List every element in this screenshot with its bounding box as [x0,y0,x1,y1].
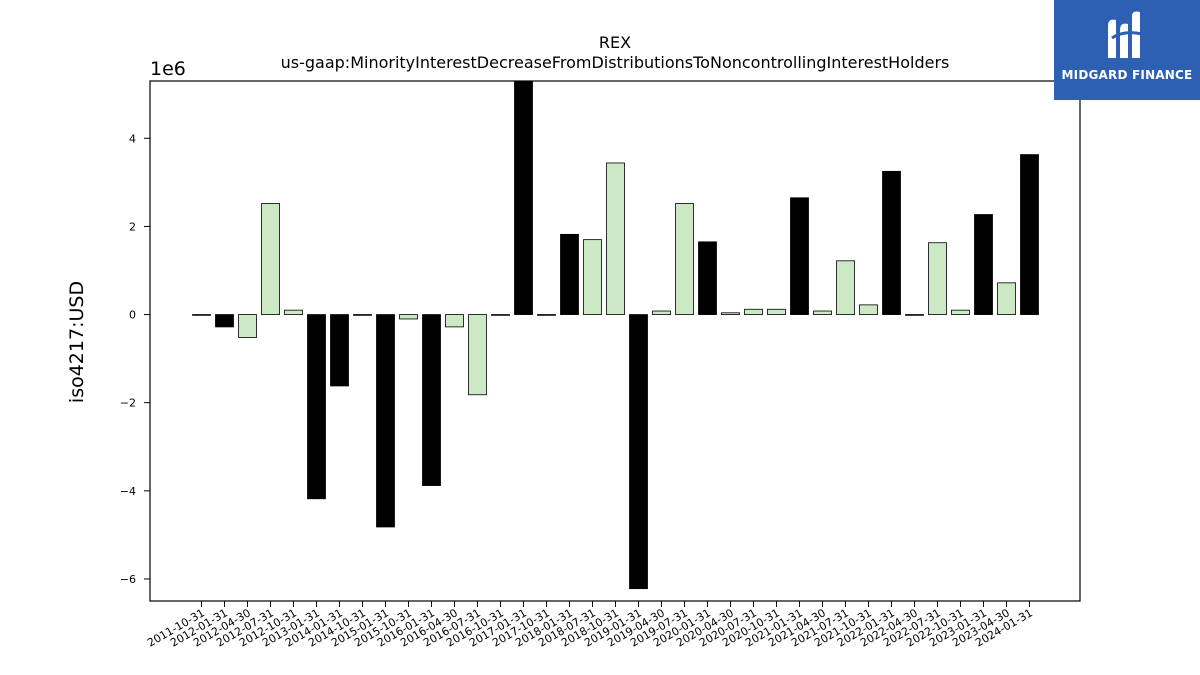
chart-title: REX [599,33,631,52]
bar-2022-07-31 [928,242,947,315]
bar-2015-01-31 [376,314,395,528]
bar-2016-10-31 [491,314,510,316]
bar-2011-10-31 [192,314,211,316]
bar-2015-10-31 [399,314,418,320]
bars-group [192,80,1039,590]
bar-2014-10-31 [353,314,372,316]
chart-subtitle: us-gaap:MinorityInterestDecreaseFromDist… [281,53,950,72]
bar-2019-04-30 [652,310,671,315]
bar-2020-10-31 [767,308,786,315]
x-ticks-group: 2011-10-312012-01-312012-04-302012-07-31… [145,601,1035,650]
y-tick-label: −6 [120,573,136,586]
bar-2022-01-31 [882,170,901,315]
y-offset-label: 1e6 [150,58,186,80]
bar-2021-01-31 [790,197,809,315]
bar-2014-01-31 [330,314,349,387]
y-tick-label: 4 [129,132,136,145]
bar-2020-07-31 [744,308,763,315]
bar-2024-01-31 [1020,154,1039,315]
bar-2012-01-31 [215,314,234,328]
bar-2020-04-30 [721,312,740,315]
midgard-finance-logo: MIDGARD FINANCE [1054,0,1200,100]
bar-2012-04-30 [238,314,257,338]
bar-2021-07-31 [836,260,855,315]
bar-2023-04-30 [997,282,1016,315]
bar-2020-01-31 [698,241,717,315]
bar-2012-10-31 [284,309,303,315]
y-tick-label: −4 [120,485,136,498]
bar-2022-04-30 [905,314,924,316]
bar-2018-01-31 [560,233,579,315]
bar-2021-04-30 [813,310,832,315]
y-tick-label: −2 [120,397,136,410]
bar-2019-01-31 [629,314,648,590]
y-tick-label: 0 [129,309,136,322]
logo-text: MIDGARD FINANCE [1061,68,1193,82]
bar-2013-01-31 [307,314,326,500]
bar-2012-07-31 [261,203,280,315]
y-ticks-group: −6 −4 −2 0 2 4 [120,132,150,586]
bar-2019-07-31 [675,203,694,315]
bar-2018-07-31 [583,239,602,315]
y-axis-label: iso4217:USD [66,281,88,403]
bar-2023-01-31 [974,214,993,315]
bar-2017-01-31 [514,80,533,315]
plot-frame [149,80,1081,602]
bar-2017-10-31 [537,314,556,316]
midgard-m-logo-icon [1108,11,1143,59]
bar-2021-10-31 [859,304,878,315]
bar-2016-01-31 [422,314,441,486]
bar-2016-07-31 [468,314,487,396]
bar-2022-10-31 [951,309,970,315]
bar-2018-10-31 [606,162,625,315]
y-tick-label: 2 [129,220,136,233]
bar-2016-04-30 [445,314,464,328]
